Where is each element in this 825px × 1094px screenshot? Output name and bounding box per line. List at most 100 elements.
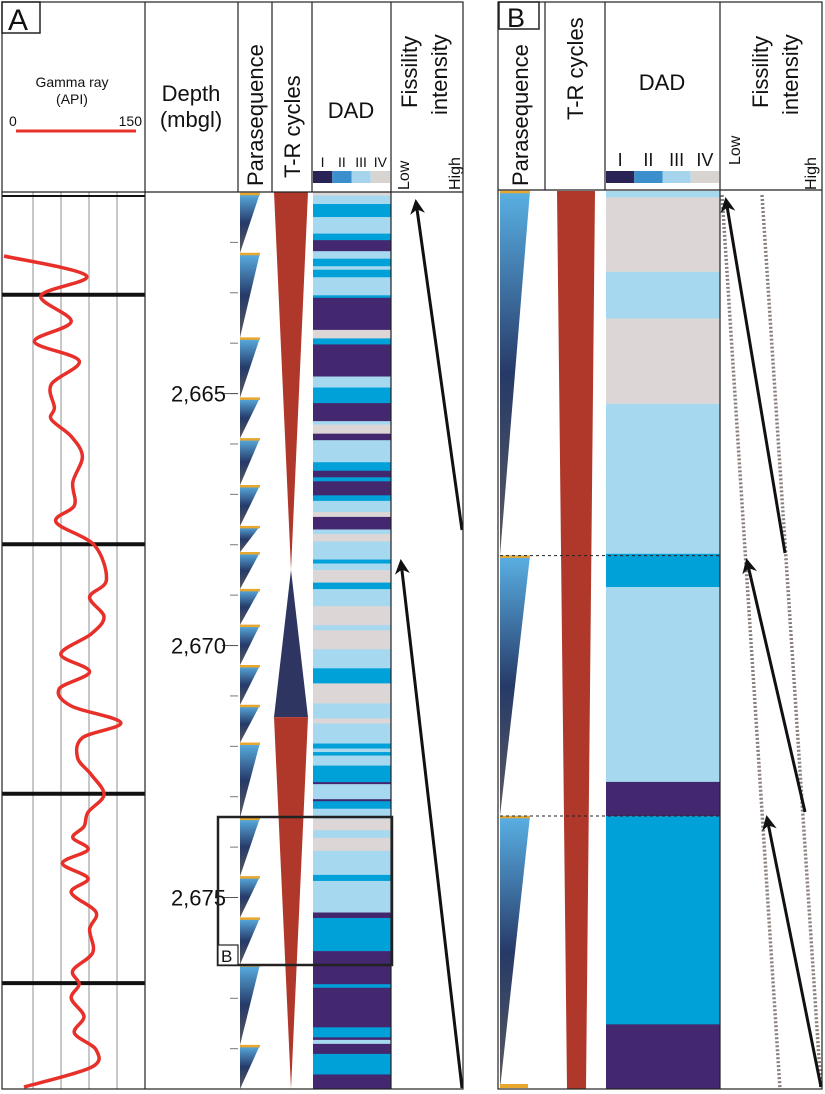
parasequence-triangle bbox=[240, 252, 260, 338]
parasequence-triangle bbox=[500, 555, 530, 817]
dad-band-IV bbox=[313, 329, 391, 339]
dad-band-I bbox=[313, 799, 391, 802]
dad-band-I bbox=[313, 782, 391, 785]
panel-b: B Parasequence T-R cycles DAD I II III IV F… bbox=[497, 1, 823, 1090]
dad-band-III bbox=[606, 191, 720, 198]
dad-band-II bbox=[313, 387, 391, 404]
parasequence-triangle bbox=[240, 397, 260, 439]
dad-band-III bbox=[313, 723, 391, 744]
tr-cycles-title-b: T-R cycles bbox=[563, 17, 588, 120]
dad-title-a: DAD bbox=[328, 98, 374, 123]
dad-band-III bbox=[313, 589, 391, 607]
gamma-min-label: 0 bbox=[9, 113, 17, 129]
dad-band-I bbox=[313, 516, 391, 530]
dad-band-I bbox=[606, 781, 720, 817]
gamma-unit: (API) bbox=[56, 91, 88, 107]
low-label-a: Low bbox=[396, 160, 413, 190]
panel-b-label: B bbox=[507, 3, 525, 33]
low-label-b: Low bbox=[727, 135, 744, 165]
dad-legend-b: I II III IV bbox=[606, 150, 719, 183]
parasequence-triangle bbox=[240, 876, 260, 918]
dad-band-IV bbox=[313, 837, 391, 852]
depth-label: 2,665 bbox=[171, 382, 226, 407]
dad-legend-label: II bbox=[643, 150, 653, 170]
dad-legend-label: IV bbox=[374, 154, 388, 170]
dad-band-IV bbox=[606, 318, 720, 405]
dad-band-IV bbox=[313, 818, 391, 831]
panel-b-tracks bbox=[500, 190, 823, 1090]
dad-band-II bbox=[313, 477, 391, 482]
parasequence-triangle bbox=[240, 1045, 260, 1089]
depth-title: Depth bbox=[162, 81, 221, 106]
dad-band-III bbox=[313, 376, 391, 388]
dad-band-III bbox=[313, 850, 391, 876]
panel-b-label-box bbox=[498, 1, 540, 30]
dad-legend-label: IV bbox=[696, 150, 713, 170]
dad-band-III bbox=[313, 625, 391, 631]
dad-band-IV bbox=[313, 570, 391, 583]
dad-band-II bbox=[313, 559, 391, 564]
dad-band-IV bbox=[313, 533, 391, 542]
dad-legend-swatch bbox=[332, 171, 352, 183]
dad-band-I bbox=[313, 1043, 391, 1055]
dad-band-II bbox=[313, 233, 391, 241]
dad-band-II bbox=[313, 765, 391, 783]
parasequence-triangle bbox=[240, 964, 260, 1046]
parasequence-title-a: Parasequence bbox=[243, 44, 268, 186]
fissility-trend-arrow bbox=[410, 199, 464, 531]
dad-title-b: DAD bbox=[639, 70, 685, 95]
parasequence-triangle bbox=[240, 705, 260, 743]
dad-band-III bbox=[313, 500, 391, 513]
dad-band-II bbox=[313, 801, 391, 810]
dad-legend-label: II bbox=[338, 154, 346, 170]
dad-band-I bbox=[313, 1074, 391, 1090]
dad-legend-swatch bbox=[662, 171, 691, 183]
dad-band-III bbox=[313, 277, 391, 296]
dad-band-I bbox=[313, 297, 391, 331]
dad-band-I bbox=[313, 433, 391, 441]
dad-band-III bbox=[313, 563, 391, 571]
intensity-title-a: intensity bbox=[427, 34, 452, 115]
dad-band-III bbox=[313, 266, 391, 271]
dad-legend-swatch bbox=[351, 171, 371, 183]
dad-band-II bbox=[313, 462, 391, 472]
gamma-title: Gamma ray bbox=[35, 74, 108, 90]
dad-legend-swatch bbox=[634, 171, 663, 183]
high-label-a: High bbox=[447, 157, 464, 190]
dad-band-IV bbox=[606, 197, 720, 273]
parasequence-triangle bbox=[240, 485, 260, 527]
dad-legend-swatch bbox=[690, 171, 719, 183]
dad-band-IV bbox=[313, 630, 391, 650]
fissility-title-a: Fissility bbox=[397, 36, 422, 108]
dad-band-I bbox=[313, 987, 391, 1028]
dad-band-I bbox=[313, 1037, 391, 1041]
regressive-cycle bbox=[274, 569, 308, 718]
transgressive-cycle bbox=[557, 191, 595, 1089]
dad-legend-label: I bbox=[618, 150, 623, 170]
dad-band-II bbox=[313, 295, 391, 299]
dad-band-II bbox=[606, 816, 720, 1025]
dad-band-I bbox=[313, 470, 391, 478]
transgressive-cycle bbox=[274, 717, 308, 1089]
fissility-envelope-line bbox=[720, 194, 782, 1090]
dad-band-II bbox=[313, 338, 391, 345]
parasequence-triangle bbox=[240, 337, 260, 398]
parasequence-triangle bbox=[240, 589, 260, 625]
inset-b-box[interactable] bbox=[216, 815, 394, 967]
dad-band-II bbox=[313, 269, 391, 278]
dad-band-I bbox=[313, 481, 391, 496]
dad-band-III bbox=[313, 195, 391, 205]
dad-band-III bbox=[606, 271, 720, 319]
dad-band-III bbox=[313, 440, 391, 463]
transgressive-cycle bbox=[274, 192, 308, 570]
dad-band-II bbox=[313, 582, 391, 590]
dad-band-III bbox=[313, 529, 391, 535]
dad-band-III bbox=[313, 421, 391, 425]
dad-band-III bbox=[313, 217, 391, 234]
dad-band-IV bbox=[313, 511, 391, 518]
fissility-title-b: Fissility bbox=[748, 36, 773, 108]
dad-band-III bbox=[313, 830, 391, 839]
dad-band-II bbox=[313, 874, 391, 882]
dad-band-III bbox=[313, 1039, 391, 1045]
